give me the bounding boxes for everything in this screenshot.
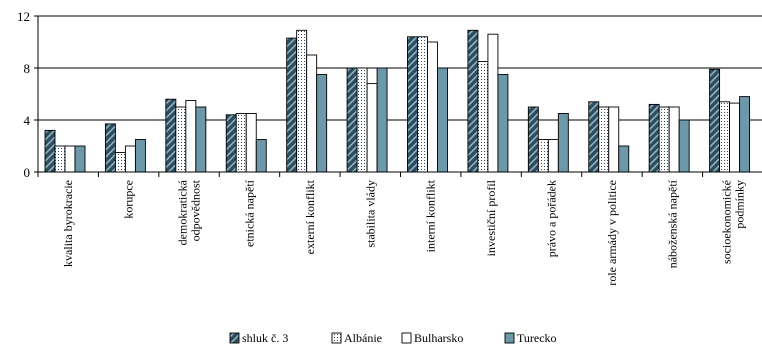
legend: shluk č. 3 Albánie Bulharsko Turecko — [229, 331, 557, 345]
bar — [678, 119, 690, 173]
x-category-label: interní konflikt — [424, 179, 438, 252]
x-category-label: externí konflikt — [303, 179, 317, 254]
bar — [185, 100, 197, 173]
bar — [64, 145, 76, 173]
y-tick-label: 8 — [24, 61, 31, 76]
bar — [648, 103, 660, 173]
bar — [719, 101, 731, 173]
category-labels: kvalita byrokracie korupce demokratická odp… — [61, 179, 746, 285]
bar — [286, 37, 298, 173]
bar — [407, 36, 418, 173]
bar — [547, 139, 559, 173]
bar — [618, 145, 630, 173]
bar — [134, 139, 146, 173]
x-category-label: právo a pořádek — [545, 180, 559, 257]
bar — [497, 74, 509, 173]
x-category-label: socioekonomické — [719, 180, 733, 264]
bar — [739, 96, 751, 173]
x-category-label: demokratická — [176, 179, 190, 245]
bar — [729, 102, 741, 173]
bar — [316, 74, 328, 173]
bar — [376, 67, 388, 173]
x-category-label: korupce — [122, 180, 136, 219]
bar — [104, 123, 116, 173]
bar — [557, 113, 569, 173]
x-category-label: role armády v politice — [605, 180, 619, 286]
axes — [34, 15, 762, 177]
x-category-label: podmínky — [732, 180, 746, 229]
bar — [709, 68, 721, 173]
bar — [477, 61, 489, 173]
y-tick-label: 4 — [24, 113, 31, 128]
bar — [588, 101, 600, 173]
bar — [54, 145, 66, 173]
bar — [245, 113, 257, 173]
bar — [306, 54, 318, 173]
bar — [114, 152, 126, 173]
bar — [417, 36, 428, 173]
bar — [175, 106, 187, 173]
x-category-label: náboženská napětí — [665, 179, 679, 268]
bar — [608, 106, 620, 173]
bar — [296, 29, 308, 173]
x-category-label: kvalita byrokracie — [61, 180, 75, 267]
bar — [427, 41, 438, 173]
bar — [346, 67, 358, 173]
legend-label: Bulharsko — [414, 331, 463, 345]
legend-label: Turecko — [517, 331, 557, 345]
bar — [467, 29, 479, 173]
y-tick-label: 12 — [17, 9, 30, 24]
bar — [225, 114, 237, 173]
x-category-label: odpovědnost — [189, 179, 203, 241]
legend-swatch — [331, 332, 342, 344]
legend-swatch — [504, 332, 515, 344]
bar — [598, 106, 610, 173]
bar — [527, 106, 539, 173]
y-tick-label: 0 — [24, 165, 31, 180]
x-category-label: investiční profil — [484, 179, 498, 256]
bar — [74, 145, 86, 173]
bar — [356, 67, 368, 173]
bar — [366, 83, 378, 173]
bar — [668, 106, 680, 173]
bar — [537, 139, 549, 173]
x-category-label: etnická napětí — [242, 179, 256, 247]
bar — [487, 33, 499, 173]
bar — [44, 129, 56, 173]
bar — [235, 113, 247, 173]
legend-label: shluk č. 3 — [242, 331, 288, 345]
bar — [195, 106, 207, 173]
bar — [255, 139, 267, 173]
bar — [437, 67, 448, 173]
legend-swatch — [401, 332, 412, 344]
bars — [44, 29, 751, 173]
bar — [658, 106, 670, 173]
bar — [165, 98, 177, 173]
bar — [124, 145, 136, 173]
grid-lines: 0 4 8 12 — [17, 9, 762, 180]
x-category-label: stabilita vlády — [363, 180, 377, 248]
legend-swatch — [229, 332, 240, 344]
legend-label: Albánie — [344, 331, 382, 345]
